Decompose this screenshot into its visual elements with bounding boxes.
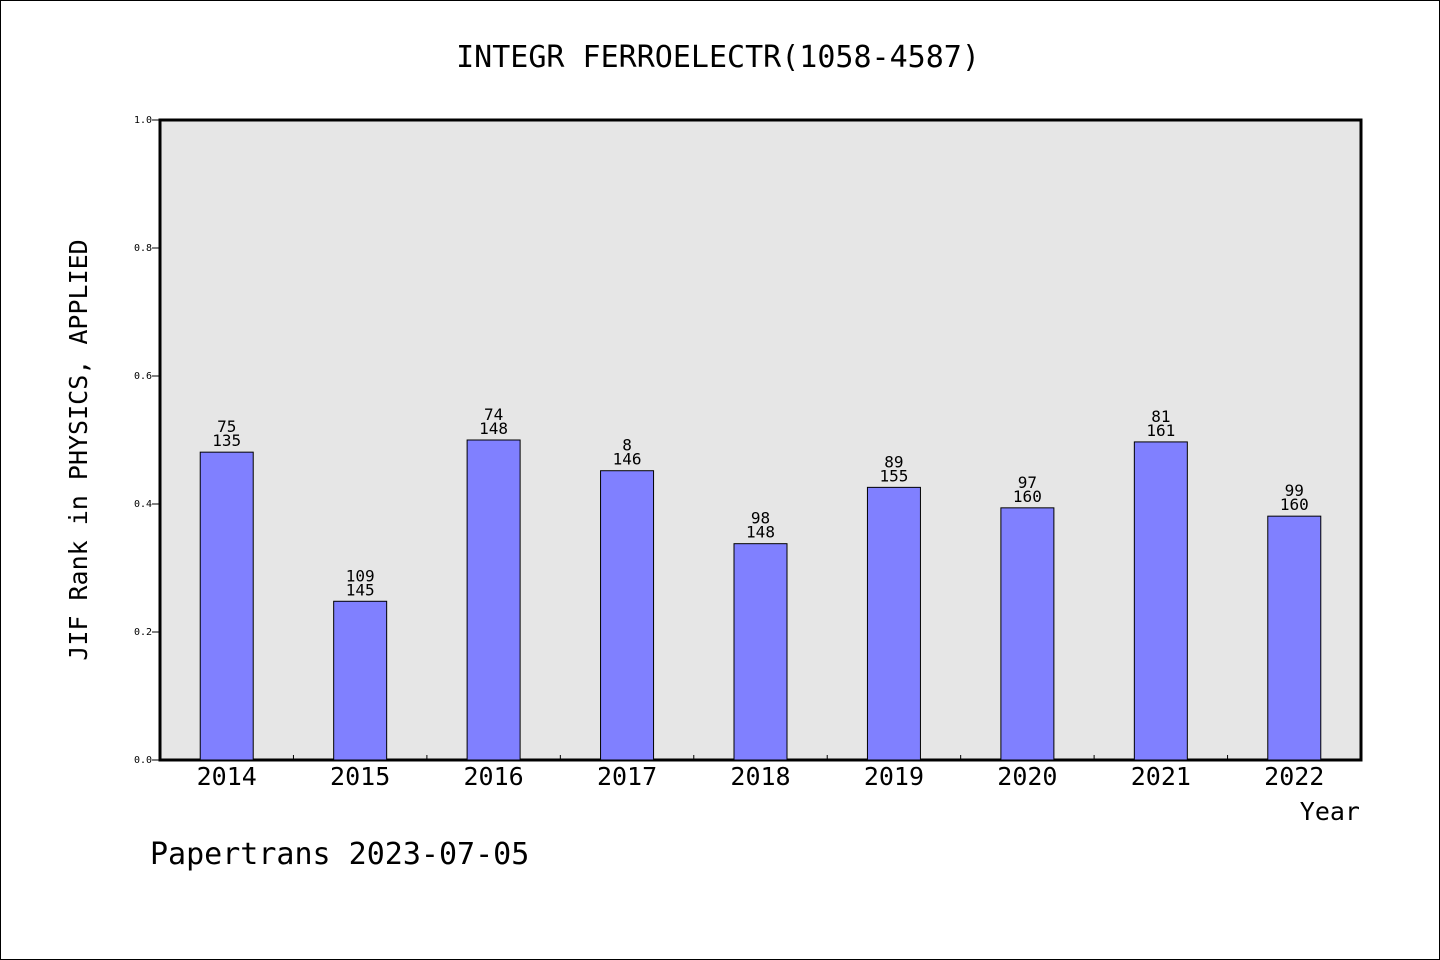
x-tick-label: 2018	[730, 762, 790, 791]
x-tick-label: 2016	[464, 762, 524, 791]
bars	[199, 439, 1322, 761]
bar	[1133, 441, 1188, 761]
bar-rank-label: 81	[1151, 407, 1170, 426]
x-tick-label: 2017	[597, 762, 657, 791]
x-tick-label: 2019	[864, 762, 924, 791]
bar-total-label: 148	[746, 523, 775, 542]
bar-total-label: 146	[613, 450, 642, 469]
y-tick-label: 0.2	[134, 627, 152, 638]
bar-rank-label: 97	[1018, 473, 1037, 492]
bar-total-label: 145	[346, 580, 375, 599]
bar-rank-label: 99	[1285, 481, 1304, 500]
y-tick-label: 0.4	[134, 499, 152, 510]
bar	[333, 600, 388, 761]
chart-title: INTEGR FERROELECTR(1058-4587)	[456, 40, 980, 75]
x-tick-label: 2014	[197, 762, 257, 791]
y-axis-label: JIF Rank in PHYSICS, APPLIED	[64, 239, 93, 660]
bar-rank-label: 75	[217, 417, 236, 436]
bar	[199, 451, 254, 761]
y-tick-label: 0.6	[134, 371, 152, 382]
bar	[466, 439, 521, 761]
x-axis-label: Year	[1300, 797, 1360, 826]
y-tick-label: 0.0	[134, 755, 152, 766]
x-tick-label: 2022	[1264, 762, 1324, 791]
y-axis: 0.0 0.2 0.4 0.6 0.8 1.0	[134, 115, 160, 766]
bar	[733, 543, 788, 761]
footer-watermark: Papertrans 2023-07-05	[150, 837, 529, 872]
bar-total-label: 135	[212, 431, 241, 450]
bar-rank-label: 74	[484, 405, 503, 424]
bar	[1000, 507, 1055, 761]
bar-total-label: 161	[1146, 421, 1175, 440]
y-tick-label: 0.8	[134, 243, 152, 254]
x-tick-label: 2021	[1131, 762, 1191, 791]
y-tick-label: 1.0	[134, 115, 152, 126]
bar	[1267, 515, 1322, 761]
bar-rank-label: 89	[884, 452, 903, 471]
bar-total-label: 155	[879, 466, 908, 485]
bar	[600, 470, 655, 761]
x-tick-label: 2020	[997, 762, 1057, 791]
x-tick-label: 2015	[330, 762, 390, 791]
bar-rank-label: 109	[346, 566, 375, 585]
bar	[866, 486, 921, 761]
bar-rank-label: 98	[751, 509, 770, 528]
bar-total-label: 160	[1013, 487, 1042, 506]
bar-total-label: 148	[479, 419, 508, 438]
bar-total-label: 160	[1280, 495, 1309, 514]
bar-rank-label: 8	[622, 436, 632, 455]
x-axis: 2014 2015 2016 2017 2018 2019 2020 2021 2022	[197, 755, 1324, 791]
